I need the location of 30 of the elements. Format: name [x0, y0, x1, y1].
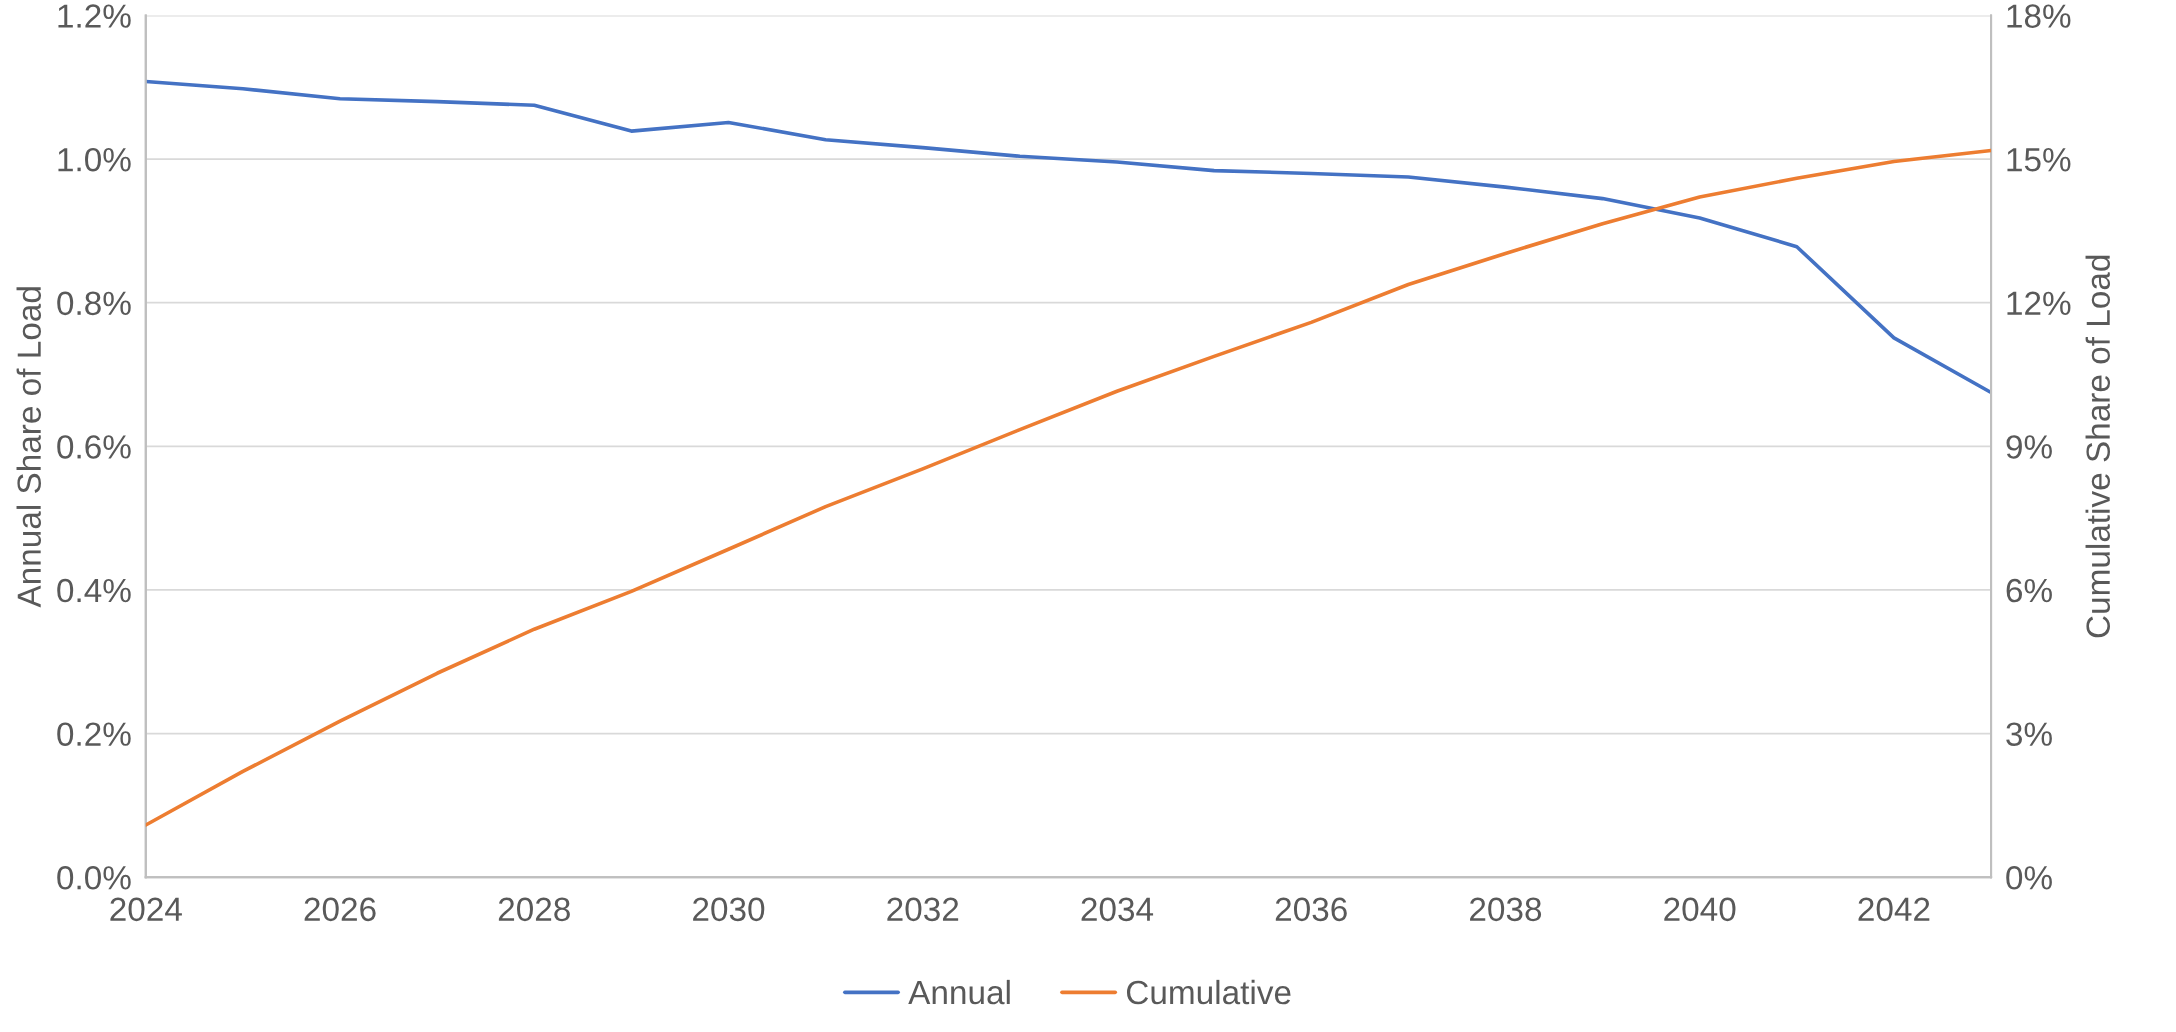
y-tick-label: 0.2%: [57, 722, 131, 746]
y-tick-label: 1.2%: [58, 4, 131, 28]
y2-tick-label: 9%: [2006, 435, 2052, 459]
x-tick-label: 2038: [1470, 897, 1542, 922]
y-tick-label: 0.6%: [57, 435, 131, 459]
x-tick-label: 2042: [1858, 897, 1930, 922]
y-tick-label: 0.4%: [57, 578, 131, 603]
y2-tick-label: 6%: [2006, 578, 2052, 603]
x-tick-label: 2026: [304, 897, 376, 922]
x-tick-label: 2028: [498, 897, 570, 922]
line-series: [145, 79, 1992, 395]
y2-tick-label: 12%: [2007, 291, 2071, 315]
y2-axis-title: Cumulative Share of Load: [2085, 255, 2111, 638]
y-tick-label: 0.8%: [57, 291, 131, 316]
legend-label: Cumulative: [1126, 979, 1291, 1005]
x-tick-label: 2036: [1275, 897, 1347, 922]
y-axis-title: Annual Share of Load: [16, 287, 42, 608]
x-tick-label: 2024: [110, 897, 182, 922]
y2-tick-label: 18%: [2007, 4, 2071, 28]
x-tick-label: 2032: [887, 897, 959, 922]
y2-tick-label: 3%: [2006, 722, 2052, 746]
x-tick-label: 2040: [1664, 897, 1736, 922]
x-tick-label: 2030: [693, 897, 765, 922]
x-tick-label: 2034: [1081, 897, 1154, 922]
y-tick-label: 1.0%: [58, 147, 131, 172]
y-tick-label: 0.0%: [57, 866, 131, 890]
y2-tick-label: 0%: [2006, 866, 2052, 890]
legend-label: Annual: [908, 979, 1010, 1005]
y2-tick-label: 15%: [2007, 148, 2071, 172]
line-series: [145, 148, 1992, 827]
